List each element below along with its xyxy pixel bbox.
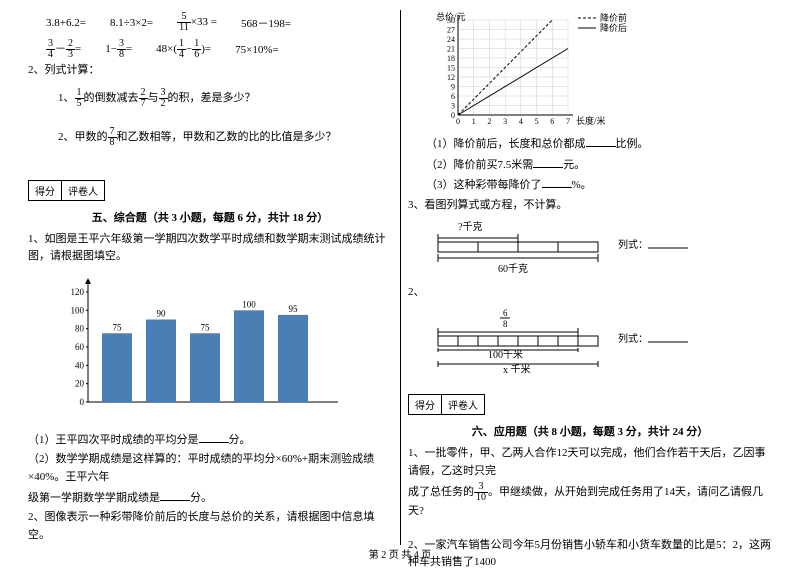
svg-text:列式：: 列式： [618, 238, 648, 251]
r-q1-3: （3）这种彩带每降价了%。 [408, 176, 772, 195]
svg-text:6: 6 [550, 117, 554, 126]
svg-text:降价前: 降价前 [600, 12, 627, 23]
svg-text:总价/元: 总价/元 [436, 11, 466, 22]
score-box: 得分 评卷人 [28, 180, 105, 201]
svg-text:40: 40 [75, 360, 85, 370]
s6-q1b: 成了总任务的310。甲继续做，从开始到完成任务用了14天，请问乙请假几天? [408, 482, 772, 521]
d1-top-text: ?千克 [458, 221, 482, 233]
eq: 34－23= [46, 39, 81, 60]
reviewer-label: 评卷人 [62, 181, 104, 200]
diagram-2: 6 8 100千米 x 千米 [428, 308, 772, 376]
eq: 3.8+6.2= [46, 17, 86, 29]
svg-text:95: 95 [289, 304, 299, 314]
svg-text:60: 60 [75, 342, 85, 352]
svg-text:12: 12 [447, 73, 455, 82]
eq: 511×33 = [177, 12, 217, 33]
calc-row-1: 3.8+6.2= 8.1÷3×2= 511×33 = 568－198= [28, 12, 392, 33]
s5-q2: 2、图像表示一种彩带降价前后的长度与总价的关系，请根据图中信息填空。 [28, 509, 392, 544]
s6-q1a: 1、一批零件，甲、乙两人合作12天可以完成，他们合作若干天后，乙因事请假，乙这时… [408, 445, 772, 480]
left-column: 3.8+6.2= 8.1÷3×2= 511×33 = 568－198= 34－2… [20, 10, 400, 545]
svg-text:18: 18 [447, 54, 455, 63]
blank [542, 176, 572, 188]
s5-q1-2b: 级第一学期数学学期成绩是分。 [28, 489, 392, 508]
svg-text:100: 100 [242, 299, 256, 309]
svg-text:4: 4 [519, 117, 523, 126]
calc-row-2: 34－23= 1−38= 48×(14−16)= 75×10%= [28, 39, 392, 60]
bar-chart: 0 20 40 60 80 100 120 75 90 75 100 95 [58, 272, 392, 425]
svg-text:2: 2 [487, 117, 491, 126]
frac: 310 [474, 486, 488, 498]
svg-text:1: 1 [472, 117, 476, 126]
q2-num: 2、 [408, 284, 772, 302]
svg-text:0: 0 [456, 117, 460, 126]
q2-2: 2、甲数的78和乙数相等，甲数和乙数的比的比值是多少？ [28, 127, 392, 148]
page-footer: 第 2 页 共 4 页 [0, 546, 800, 561]
r-q1-1: （1）降价前后，长度和总价都成比例。 [408, 135, 772, 154]
eq: 8.1÷3×2= [110, 17, 153, 29]
s5-q1-1: （1）王平四次平时成绩的平均分是分。 [28, 431, 392, 450]
eq: 1−38= [105, 39, 132, 60]
svg-text:9: 9 [451, 83, 455, 92]
svg-text:27: 27 [447, 26, 455, 35]
svg-text:75: 75 [201, 322, 211, 332]
section-5-title: 五、综合题（共 3 小题，每题 6 分，共计 18 分） [28, 209, 392, 225]
svg-text:15: 15 [447, 64, 455, 73]
svg-text:列式：: 列式： [618, 332, 648, 345]
blank [199, 431, 229, 443]
svg-text:120: 120 [71, 287, 85, 297]
diagram-1: ?千克 60千克 列式： [428, 220, 772, 278]
blank [586, 135, 616, 147]
r-q1-2: （2）降价前买7.5米需元。 [408, 156, 772, 175]
svg-text:90: 90 [157, 308, 167, 318]
svg-text:75: 75 [113, 322, 123, 332]
score-box-2: 得分 评卷人 [408, 394, 485, 415]
svg-text:降价后: 降价后 [600, 22, 627, 33]
svg-text:0: 0 [80, 397, 85, 407]
eq: 48×(14−16)= [156, 39, 211, 60]
eq: 568－198= [241, 15, 291, 31]
svg-text:6: 6 [503, 308, 508, 318]
s5-q1-2a: （2）数学学期成绩是这样算的：平时成绩的平均分×60%+期末测验成绩×40%。王… [28, 451, 392, 486]
svg-text:5: 5 [535, 117, 539, 126]
blank [160, 489, 190, 501]
r-q3: 3、看图列算式或方程，不计算。 [408, 197, 772, 215]
eq: 75×10%= [235, 44, 279, 56]
svg-text:20: 20 [75, 378, 85, 388]
s5-q1: 1、如图是王平六年级第一学期四次数学平时成绩和数学期末测试成绩统计图，请根据图填… [28, 231, 392, 266]
score-label: 得分 [29, 181, 62, 200]
svg-text:100: 100 [71, 305, 85, 315]
line-chart: 01234567036912151821242730降价前降价后总价/元长度/米 [428, 10, 772, 133]
section-6-title: 六、应用题（共 8 小题，每题 3 分，共计 24 分） [408, 423, 772, 439]
score-label: 得分 [409, 395, 442, 414]
svg-text:x 千米: x 千米 [503, 363, 531, 373]
svg-text:3: 3 [451, 102, 455, 111]
svg-text:21: 21 [447, 45, 455, 54]
q2-1: 1、15的倒数减去27与32的积，差是多少？ [28, 88, 392, 109]
blank [533, 156, 563, 168]
svg-text:24: 24 [447, 35, 455, 44]
reviewer-label: 评卷人 [442, 395, 484, 414]
svg-text:8: 8 [503, 319, 508, 329]
column-divider [400, 10, 401, 545]
svg-text:6: 6 [451, 92, 455, 101]
svg-text:3: 3 [503, 117, 507, 126]
right-column: 01234567036912151821242730降价前降价后总价/元长度/米… [400, 10, 780, 545]
q2-label: 2、列式计算： [28, 62, 392, 80]
svg-text:长度/米: 长度/米 [576, 115, 606, 126]
svg-text:80: 80 [75, 323, 85, 333]
svg-text:7: 7 [566, 117, 570, 126]
svg-text:0: 0 [451, 111, 455, 120]
svg-text:60千克: 60千克 [498, 263, 528, 275]
